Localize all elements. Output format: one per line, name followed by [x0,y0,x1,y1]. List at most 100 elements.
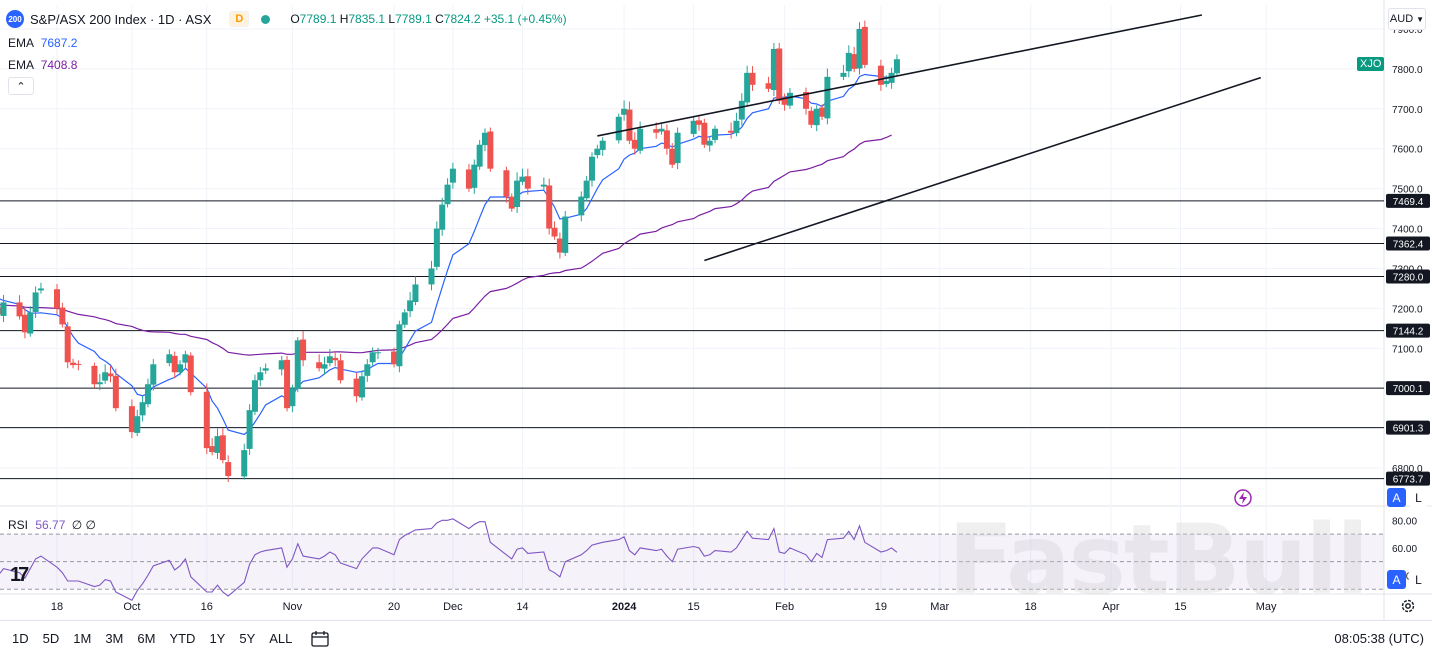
candle-body [738,100,745,120]
candle-body [128,406,135,433]
time-tick-label: May [1256,601,1277,613]
collapse-legend-button[interactable]: ⌃ [8,77,34,95]
symbol-title[interactable]: S&P/ASX 200 Index · 1D · ASX [30,11,212,27]
candle-body [289,388,296,407]
candle-body [776,48,783,101]
candle-body [251,380,258,412]
price-tick-label: 7900.0 [1392,25,1423,36]
price-tick-label: 7200.0 [1392,304,1423,315]
candle-body [706,140,713,146]
candle-body [840,72,847,77]
candle-body [150,364,157,385]
time-tick-label: 20 [388,601,400,613]
ema-slow-legend[interactable]: EMA 7408.8 [8,58,77,72]
rsi-legend[interactable]: RSI 56.77 ∅ ∅ [8,518,96,532]
candle-body [487,131,494,169]
chart-legend: 200 S&P/ASX 200 Index · 1D · ASX D O7789… [6,10,567,28]
horizontal-level-label: 7362.4 [1393,240,1424,251]
candle-body [353,378,360,397]
candle-body [70,362,77,366]
range-button-ytd[interactable]: YTD [169,631,196,646]
candle-body [551,227,558,237]
lightning-bolt-icon[interactable] [1233,488,1253,508]
auto-scale-button-price[interactable]: A [1387,488,1406,507]
horizontal-level-tag [1386,471,1430,486]
candle-body [540,184,547,187]
candle-body [433,228,440,267]
auto-scale-button-rsi[interactable]: A [1387,570,1406,589]
time-tick-label: Dec [443,601,463,613]
candle-body [631,139,638,149]
range-button-5y[interactable]: 5Y [239,631,256,646]
horizontal-level-tag [1386,236,1430,251]
candle-body [225,462,232,477]
time-tick-label: Nov [283,601,303,613]
candle-body [813,108,820,126]
candle-body [482,132,488,146]
ema-fast-legend[interactable]: EMA 7687.2 [8,36,77,50]
close-value: 7824.2 [443,12,481,26]
candle-body [177,364,184,373]
horizontal-level-label: 6901.3 [1393,424,1424,435]
horizontal-level-tag [1386,381,1430,396]
candle-body [578,196,585,216]
range-button-1y[interactable]: 1Y [209,631,226,646]
chart-canvas[interactable]: 6800.06900.07000.07100.07200.07300.07400… [0,0,1432,620]
candle-body [203,391,210,449]
price-tick-label: 6800.0 [1392,464,1423,475]
rsi-value: 56.77 [35,518,66,532]
rsi-tick-label: 60.00 [1392,544,1417,555]
candle-body [877,65,884,85]
candle-body [476,144,483,167]
rsi-extra: ∅ ∅ [71,518,96,532]
price-tick-label: 7100.0 [1392,344,1423,355]
candle-body [503,170,510,197]
candle-body [471,164,478,188]
range-button-6m[interactable]: 6M [137,631,156,646]
range-button-1d[interactable]: 1D [12,631,29,646]
ema-slow-label: EMA [8,58,34,72]
symbol-price-tag: XJO [1357,57,1385,71]
candle-body [337,360,344,381]
candle-body [653,129,660,133]
range-button-all[interactable]: ALL [269,631,293,646]
candle-body [589,156,595,181]
candle-body [851,54,858,69]
candle-body [861,26,868,65]
candle-body [32,292,39,312]
log-scale-button-rsi[interactable]: L [1409,570,1428,589]
gear-icon[interactable] [1400,598,1416,614]
candle-body [396,324,403,367]
candle-body [187,355,194,393]
ema-slow-value: 7408.8 [40,58,78,72]
range-button-3m[interactable]: 3M [105,631,124,646]
candle-body [663,130,670,149]
candle-body [658,128,665,132]
range-button-1m[interactable]: 1M [73,631,92,646]
candle-body [765,83,772,89]
price-tick-label: 7700.0 [1392,105,1423,116]
candle-body [96,382,103,385]
change-value: +35.1 (+0.45%) [483,12,567,26]
ema-fast-label: EMA [8,36,34,50]
candle-body [369,352,376,363]
candle-body [883,80,890,85]
tradingview-logo-icon[interactable]: 17 [10,564,29,586]
range-button-5d[interactable]: 5D [42,631,60,646]
candle-body [300,339,307,361]
watermark-logo: FastBull [948,504,1369,616]
delay-badge: D [229,11,250,27]
candle-body [326,356,333,364]
utc-clock[interactable]: 08:05:38 (UTC) [1334,631,1424,646]
currency-selector[interactable]: AUD ▼ [1388,8,1426,30]
horizontal-level-label: 7144.2 [1393,327,1424,338]
time-tick-label: 14 [516,601,528,613]
candle-body [75,363,82,365]
candle-body [332,357,339,361]
log-scale-button-price[interactable]: L [1409,488,1428,507]
market-status-dot-icon [261,14,271,24]
candle-body [508,196,515,209]
time-tick-label: 15 [688,601,700,613]
calendar-range-icon[interactable] [310,630,330,648]
candle-body [316,362,323,369]
